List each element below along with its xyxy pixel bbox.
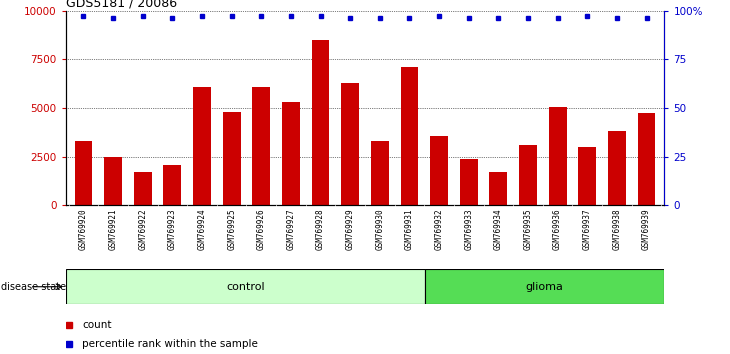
Bar: [425, 269, 664, 304]
Text: GSM769935: GSM769935: [523, 209, 532, 250]
Text: GSM769923: GSM769923: [168, 209, 177, 250]
Text: GSM769927: GSM769927: [286, 209, 296, 250]
Text: control: control: [226, 282, 264, 292]
Text: count: count: [82, 320, 112, 330]
Bar: [578, 147, 596, 205]
Text: GSM769936: GSM769936: [553, 209, 562, 250]
Bar: [104, 156, 122, 205]
Bar: [489, 172, 507, 205]
Text: GSM769928: GSM769928: [316, 209, 325, 250]
Bar: [312, 40, 329, 205]
Text: GSM769920: GSM769920: [79, 209, 88, 250]
Text: percentile rank within the sample: percentile rank within the sample: [82, 339, 258, 349]
Bar: [637, 113, 656, 205]
Text: GSM769931: GSM769931: [405, 209, 414, 250]
Bar: [282, 102, 300, 205]
Bar: [193, 86, 211, 205]
Text: GSM769926: GSM769926: [257, 209, 266, 250]
Bar: [66, 269, 425, 304]
Text: GSM769925: GSM769925: [227, 209, 236, 250]
Text: GSM769933: GSM769933: [464, 209, 473, 250]
Bar: [223, 112, 241, 205]
Text: GSM769937: GSM769937: [583, 209, 592, 250]
Text: GSM769939: GSM769939: [642, 209, 651, 250]
Bar: [253, 86, 270, 205]
Text: GSM769924: GSM769924: [198, 209, 207, 250]
Text: GSM769932: GSM769932: [434, 209, 444, 250]
Bar: [460, 159, 477, 205]
Text: glioma: glioma: [526, 282, 564, 292]
Bar: [134, 172, 152, 205]
Bar: [164, 165, 181, 205]
Bar: [519, 145, 537, 205]
Bar: [549, 107, 566, 205]
Bar: [401, 67, 418, 205]
Text: GSM769930: GSM769930: [375, 209, 384, 250]
Bar: [430, 136, 448, 205]
Text: GDS5181 / 20086: GDS5181 / 20086: [66, 0, 177, 10]
Text: disease state: disease state: [1, 282, 66, 292]
Text: GSM769929: GSM769929: [346, 209, 355, 250]
Bar: [74, 141, 93, 205]
Text: GSM769934: GSM769934: [494, 209, 503, 250]
Text: GSM769921: GSM769921: [109, 209, 118, 250]
Bar: [608, 131, 626, 205]
Bar: [342, 82, 359, 205]
Bar: [371, 141, 388, 205]
Text: GSM769938: GSM769938: [612, 209, 621, 250]
Text: GSM769922: GSM769922: [138, 209, 147, 250]
